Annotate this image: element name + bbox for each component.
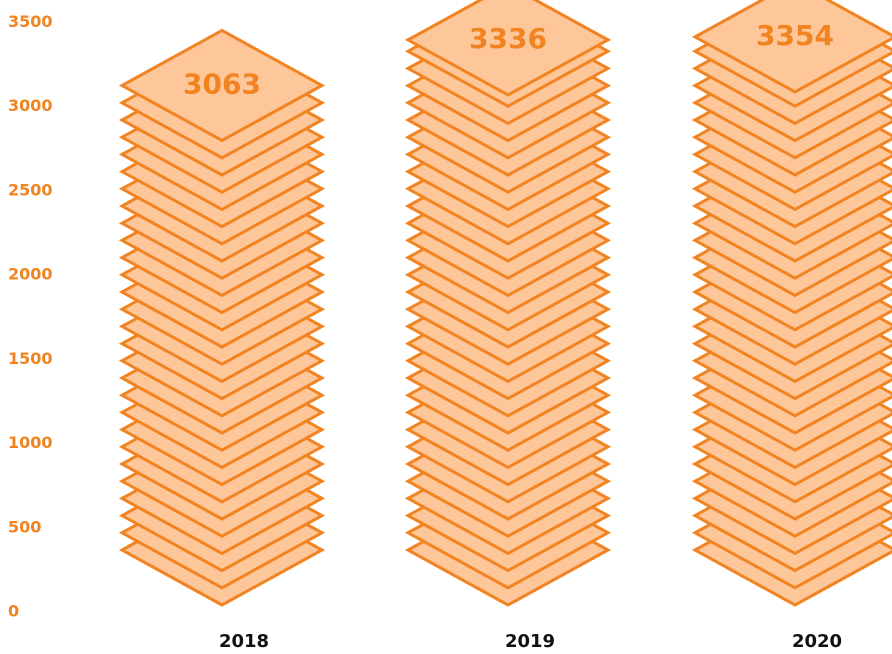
bar-top-sheet [691,0,892,94]
bar-top-sheet [404,0,612,97]
y-tick-label: 2500 [8,180,53,199]
y-tick-label: 3500 [8,12,53,31]
data-label: 3063 [183,67,261,100]
x-tick-label: 2018 [219,631,269,652]
x-tick-label: 2020 [792,631,842,652]
bar-stack-2018: 3063 [118,28,326,607]
y-tick-label: 0 [8,602,19,621]
y-tick-label: 1500 [8,349,53,368]
x-tick-label: 2019 [505,631,555,652]
y-tick-label: 1000 [8,433,53,452]
bars: 3063 3336 3354 [118,0,892,607]
y-tick-label: 500 [8,517,41,536]
data-label: 3354 [756,19,834,52]
x-axis: 2018 2019 2020 [219,631,842,652]
bar-stack-2020: 3354 [691,0,892,607]
bar-stack-2019: 3336 [404,0,612,607]
data-label: 3336 [469,22,547,55]
y-axis: 0 500 1000 1500 2000 2500 3000 3500 [8,12,53,621]
y-tick-label: 2000 [8,265,53,284]
y-tick-label: 3000 [8,96,53,115]
bar-top-sheet [118,28,326,143]
